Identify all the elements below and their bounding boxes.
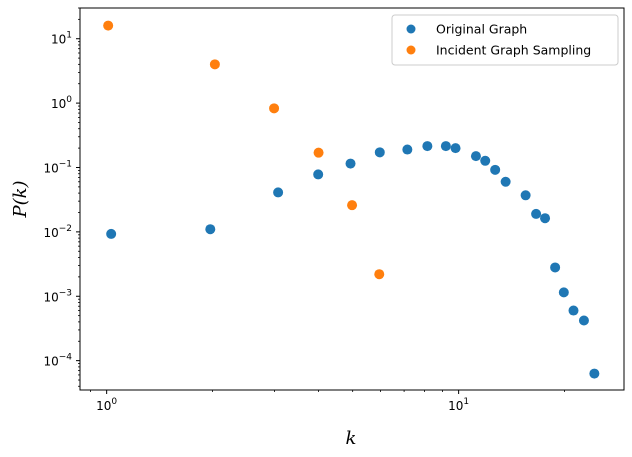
data-point-original-graph — [540, 213, 551, 224]
data-point-incident-graph-sampling — [347, 200, 358, 211]
legend-entry-incident-graph-sampling: Incident Graph Sampling — [436, 43, 591, 58]
y-tick-label: 10−1 — [43, 159, 72, 175]
data-point-original-graph — [589, 368, 600, 379]
y-tick-label: 10−3 — [43, 288, 72, 304]
data-point-original-graph — [273, 187, 284, 198]
data-point-original-graph — [450, 143, 461, 154]
x-tick-label: 101 — [448, 397, 469, 413]
data-point-original-graph — [422, 141, 433, 152]
data-point-incident-graph-sampling — [103, 20, 114, 31]
plot-marks — [103, 20, 600, 379]
y-axis-label: P(k) — [10, 180, 31, 218]
data-point-incident-graph-sampling — [374, 269, 385, 280]
legend: Original Graph Incident Graph Sampling — [391, 14, 619, 66]
y-tick-label: 101 — [51, 31, 72, 47]
data-point-original-graph — [558, 287, 569, 298]
x-axis-label: k — [346, 428, 357, 449]
data-point-original-graph — [402, 144, 413, 155]
y-tick-label: 100 — [51, 95, 72, 111]
legend-marker-incident-graph-sampling — [406, 45, 416, 55]
legend-marker-original-graph — [406, 24, 416, 34]
y-axis: 10−4 10−3 10−2 10−1 100 101 — [43, 7, 80, 387]
data-point-incident-graph-sampling — [313, 147, 324, 158]
data-point-original-graph — [374, 147, 385, 158]
legend-entry-original-graph: Original Graph — [436, 22, 527, 37]
data-point-original-graph — [205, 224, 216, 235]
data-point-original-graph — [106, 228, 117, 239]
data-point-original-graph — [313, 169, 324, 180]
data-point-original-graph — [470, 151, 481, 162]
data-point-incident-graph-sampling — [269, 103, 280, 114]
data-point-original-graph — [440, 141, 451, 152]
y-tick-label: 10−2 — [43, 224, 72, 240]
legend-box — [391, 14, 619, 66]
x-axis: 100 101 — [90, 390, 565, 413]
data-point-original-graph — [500, 176, 511, 187]
data-point-original-graph — [480, 155, 491, 166]
data-point-original-graph — [578, 315, 589, 326]
x-tick-label: 100 — [96, 397, 117, 413]
data-point-original-graph — [568, 305, 579, 316]
data-point-original-graph — [531, 208, 542, 219]
data-point-original-graph — [550, 262, 561, 273]
plot-frame — [79, 7, 625, 391]
data-point-original-graph — [490, 164, 501, 175]
data-point-original-graph — [345, 158, 356, 169]
data-point-incident-graph-sampling — [209, 59, 220, 70]
data-point-original-graph — [520, 190, 531, 201]
y-tick-label: 10−4 — [43, 353, 72, 369]
